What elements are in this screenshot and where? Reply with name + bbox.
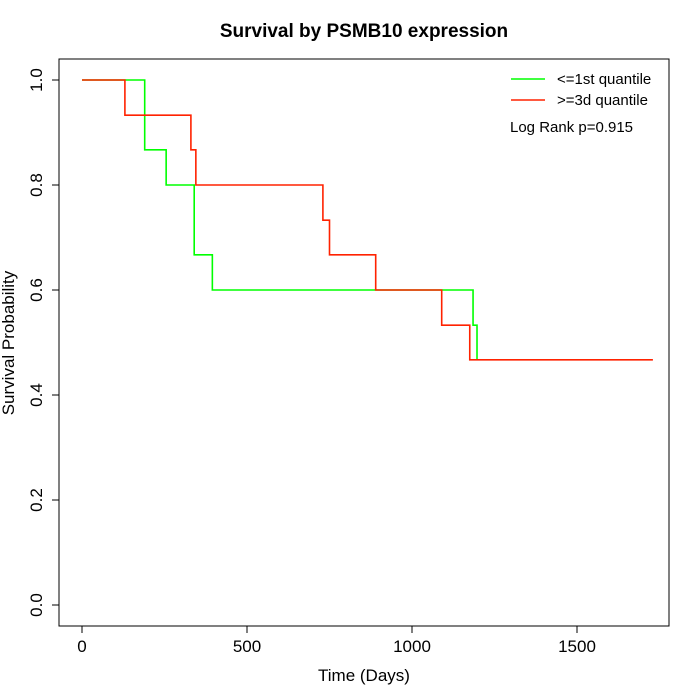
plot-frame bbox=[58, 58, 670, 627]
y-tick-label: 1.0 bbox=[27, 68, 46, 92]
x-tick-label: 500 bbox=[233, 637, 261, 656]
y-axis-label: Survival Probability bbox=[0, 270, 18, 415]
y-tick-label: 0.4 bbox=[27, 383, 46, 407]
y-tick-label: 0.0 bbox=[27, 593, 46, 617]
x-axis-label: Time (Days) bbox=[318, 666, 410, 685]
y-axis: 0.0 0.2 0.4 0.6 0.8 1.0 bbox=[27, 68, 60, 617]
legend-label: >=3d quantile bbox=[557, 92, 648, 109]
y-tick-label: 0.6 bbox=[27, 278, 46, 302]
series-layer bbox=[82, 79, 653, 361]
x-tick-label: 1000 bbox=[393, 637, 431, 656]
x-tick-label: 1500 bbox=[558, 637, 596, 656]
log-rank-annotation: Log Rank p=0.915 bbox=[510, 119, 633, 136]
legend-label: <=1st quantile bbox=[557, 71, 651, 88]
chart-title: Survival by PSMB10 expression bbox=[220, 21, 508, 42]
y-tick-label: 0.2 bbox=[27, 488, 46, 512]
survival-curve-2 bbox=[82, 79, 653, 361]
x-tick-label: 0 bbox=[77, 637, 86, 656]
y-tick-label: 0.8 bbox=[27, 173, 46, 197]
survival-curve-1 bbox=[82, 79, 478, 360]
x-axis: 0 500 1000 1500 bbox=[77, 625, 596, 656]
legend: <=1st quantile >=3d quantile bbox=[511, 71, 651, 109]
